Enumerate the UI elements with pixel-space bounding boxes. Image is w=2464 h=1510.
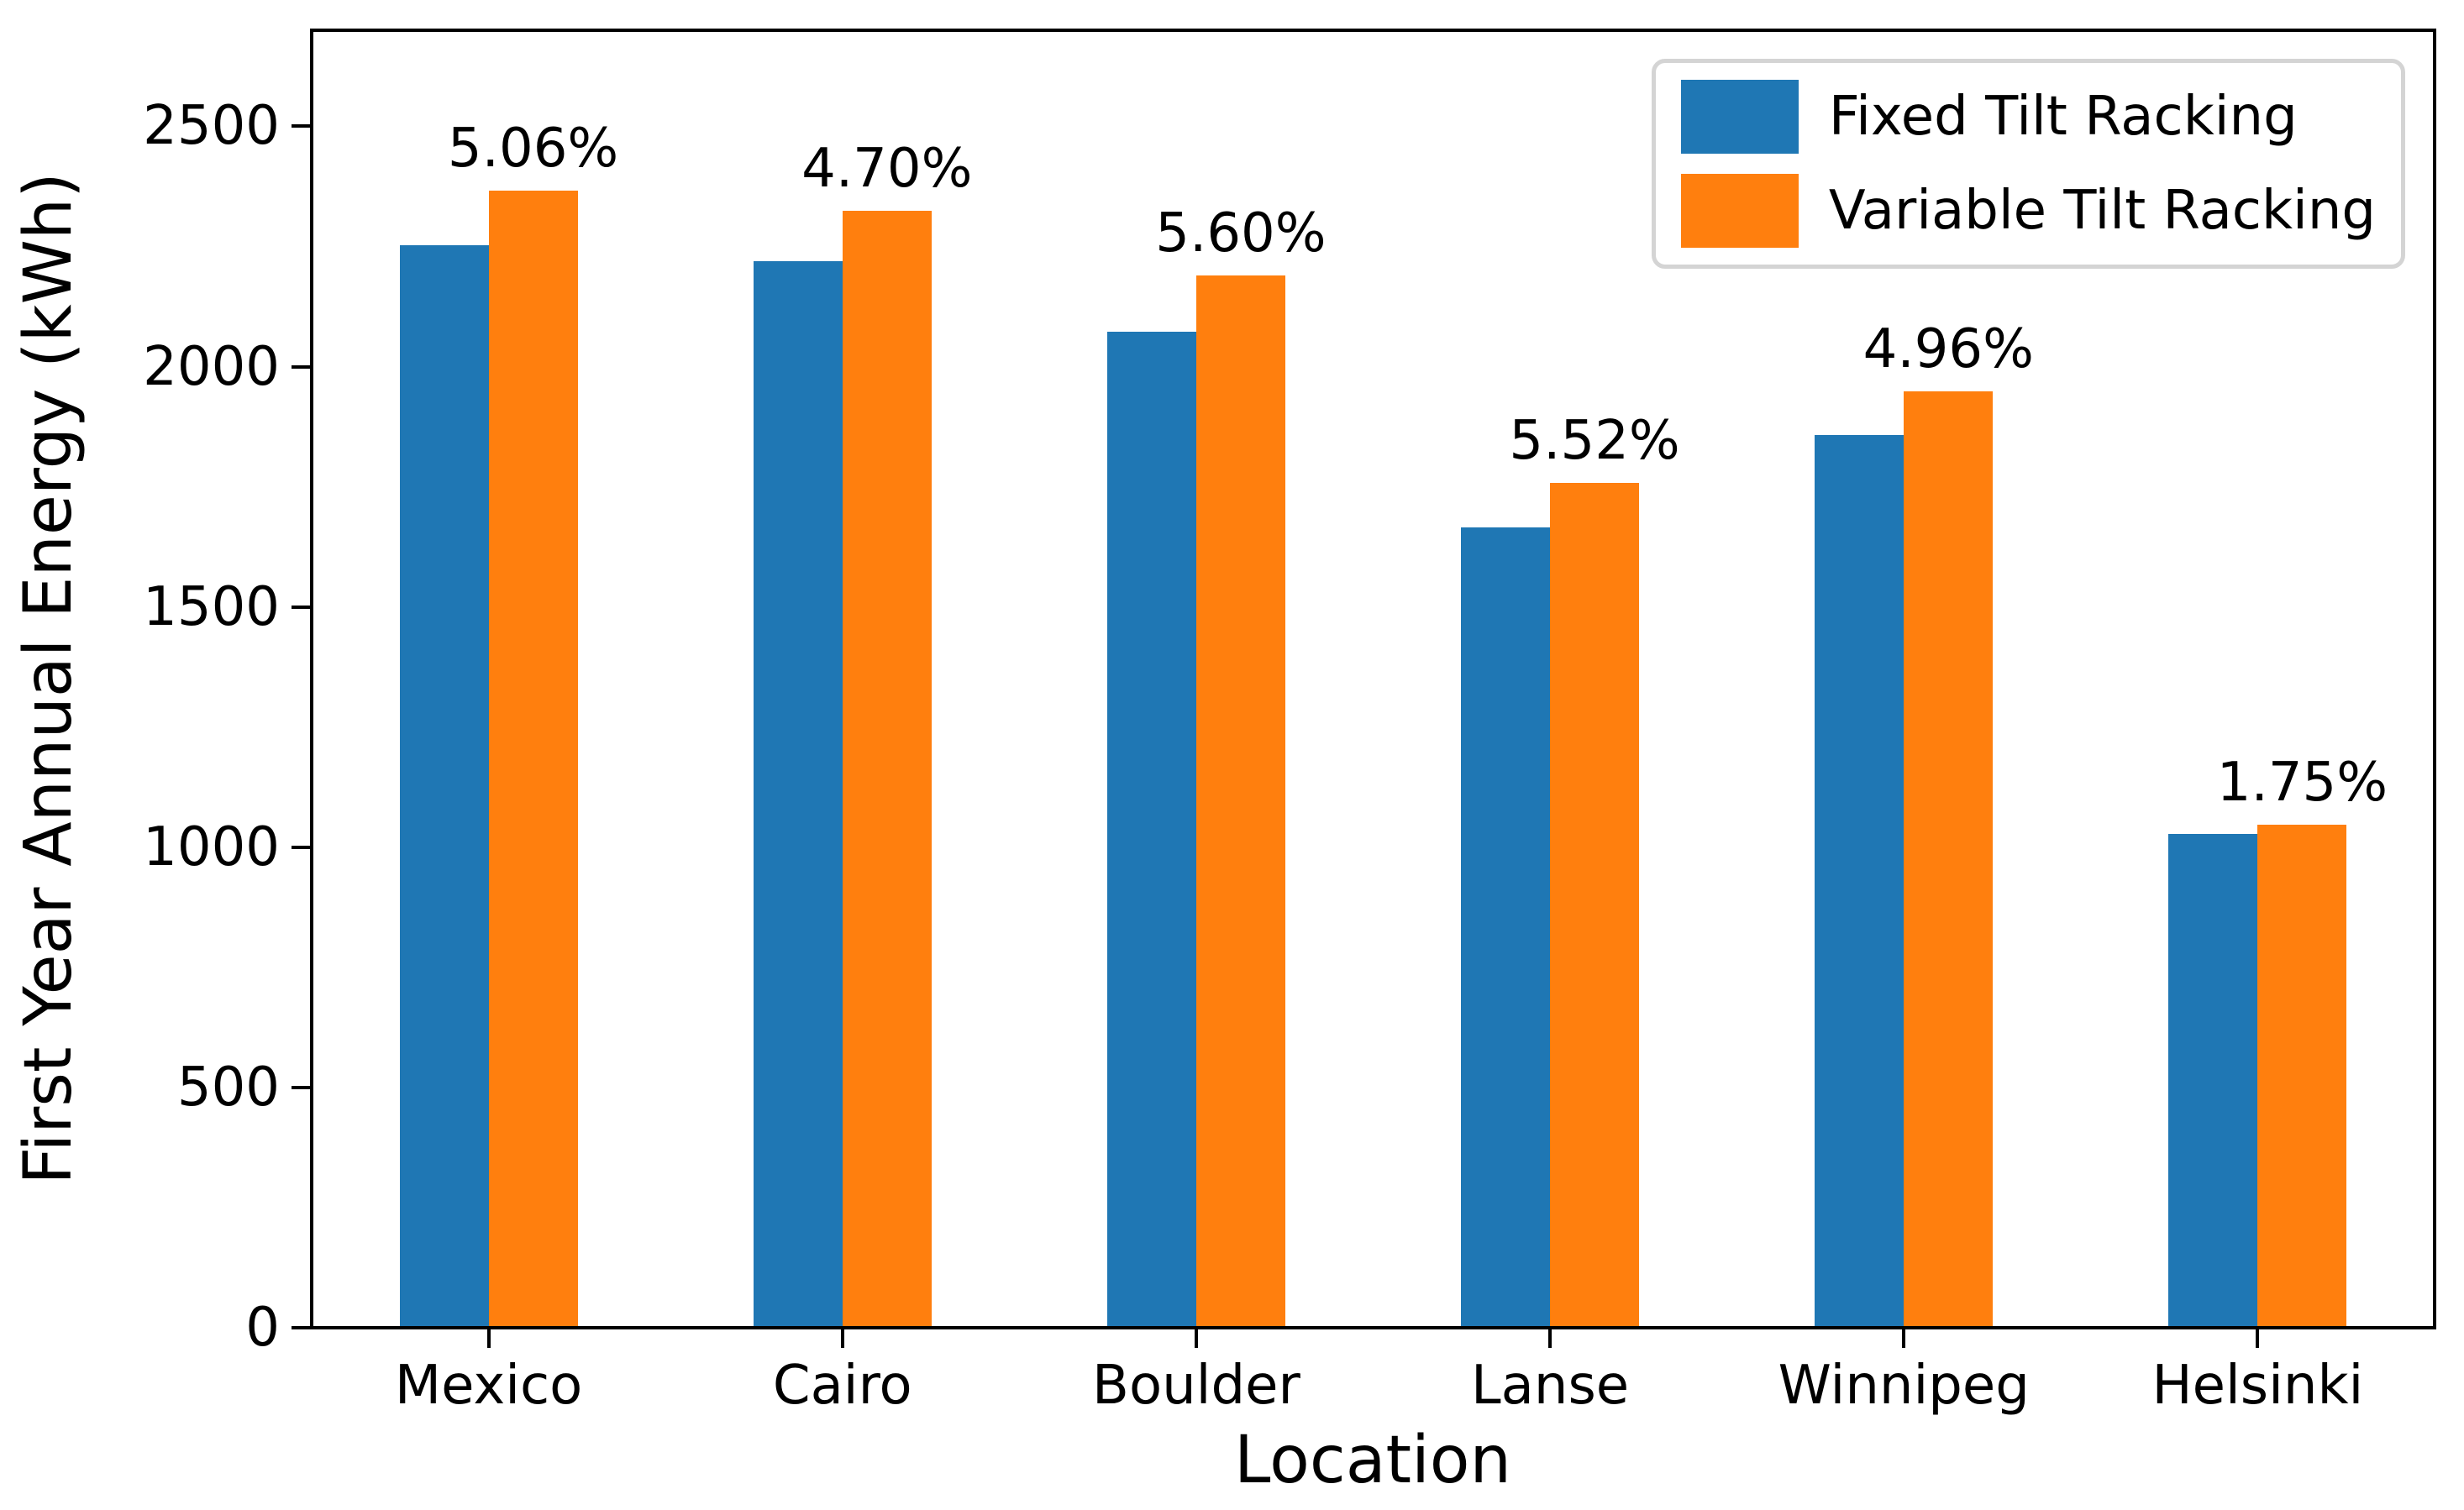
y-tick-label-500: 500 bbox=[176, 1056, 280, 1119]
legend-item-fixed-tilt: Fixed Tilt Racking bbox=[1680, 80, 2376, 154]
y-tick-label-1500: 1500 bbox=[143, 575, 280, 638]
bar-fixed-tilt-racking-winnipeg bbox=[1815, 435, 1904, 1328]
y-tick-mark-500 bbox=[292, 1085, 312, 1089]
legend-swatch-variable-tilt bbox=[1680, 174, 1799, 248]
x-tick-mark-mexico bbox=[486, 1328, 491, 1348]
pct-gain-label-mexico: 5.06% bbox=[447, 118, 619, 180]
legend-label-variable-tilt: Variable Tilt Racking bbox=[1828, 180, 2376, 242]
y-tick-mark-1500 bbox=[292, 605, 312, 609]
pct-gain-label-helsinki: 1.75% bbox=[2216, 752, 2388, 814]
x-tick-label-lanse: Lanse bbox=[1471, 1355, 1630, 1417]
y-tick-label-1000: 1000 bbox=[143, 815, 280, 878]
bar-fixed-tilt-racking-helsinki bbox=[2168, 834, 2258, 1328]
bar-fixed-tilt-racking-cairo bbox=[753, 261, 843, 1328]
y-tick-label-2000: 2000 bbox=[143, 335, 280, 398]
bar-fixed-tilt-racking-lanse bbox=[1461, 527, 1551, 1328]
x-axis-title: Location bbox=[1234, 1423, 1511, 1498]
y-axis-title: First Year Annual Energy (kWh) bbox=[11, 172, 87, 1185]
legend: Fixed Tilt Racking Variable Tilt Racking bbox=[1651, 59, 2405, 269]
legend-label-fixed-tilt: Fixed Tilt Racking bbox=[1828, 86, 2298, 148]
y-tick-mark-0 bbox=[292, 1326, 312, 1329]
bar-variable-tilt-racking-boulder bbox=[1195, 275, 1285, 1328]
bar-variable-tilt-racking-cairo bbox=[842, 211, 932, 1328]
pct-gain-label-cairo: 4.70% bbox=[801, 138, 973, 200]
bar-fixed-tilt-racking-mexico bbox=[399, 245, 489, 1328]
x-tick-mark-cairo bbox=[840, 1328, 844, 1348]
bar-variable-tilt-racking-helsinki bbox=[2257, 825, 2347, 1328]
x-tick-label-winnipeg: Winnipeg bbox=[1778, 1355, 2030, 1417]
x-tick-label-helsinki: Helsinki bbox=[2151, 1355, 2364, 1417]
legend-item-variable-tilt: Variable Tilt Racking bbox=[1680, 174, 2376, 248]
pct-gain-label-winnipeg: 4.96% bbox=[1862, 318, 2034, 380]
x-tick-label-mexico: Mexico bbox=[394, 1355, 583, 1417]
x-tick-label-boulder: Boulder bbox=[1092, 1355, 1300, 1417]
y-tick-mark-1000 bbox=[292, 845, 312, 849]
bar-variable-tilt-racking-lanse bbox=[1550, 483, 1640, 1328]
y-tick-label-0: 0 bbox=[245, 1297, 280, 1359]
pct-gain-label-boulder: 5.60% bbox=[1155, 202, 1327, 265]
bar-fixed-tilt-racking-boulder bbox=[1106, 332, 1196, 1328]
bar-variable-tilt-racking-winnipeg bbox=[1904, 391, 1994, 1328]
pct-gain-label-lanse: 5.52% bbox=[1509, 410, 1680, 472]
y-tick-label-2500: 2500 bbox=[143, 95, 280, 158]
y-tick-mark-2000 bbox=[292, 364, 312, 369]
x-tick-mark-boulder bbox=[1194, 1328, 1198, 1348]
bar-variable-tilt-racking-mexico bbox=[488, 191, 578, 1328]
x-tick-mark-lanse bbox=[1548, 1328, 1552, 1348]
x-tick-mark-helsinki bbox=[2256, 1328, 2260, 1348]
y-tick-mark-2500 bbox=[292, 124, 312, 128]
x-tick-mark-winnipeg bbox=[1902, 1328, 1906, 1348]
x-tick-label-cairo: Cairo bbox=[772, 1355, 912, 1417]
legend-swatch-fixed-tilt bbox=[1680, 80, 1799, 154]
